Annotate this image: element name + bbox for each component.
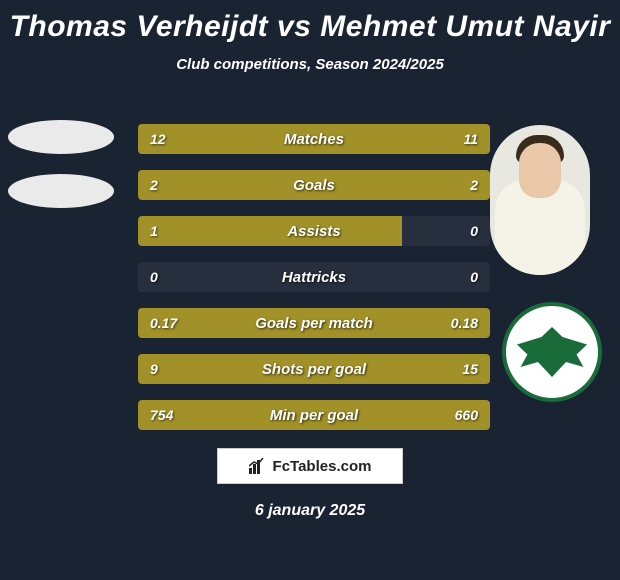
stat-row-min-per-goal: 754 Min per goal 660 <box>138 400 490 430</box>
bar-left <box>138 170 314 200</box>
player-right-avatar <box>490 125 590 275</box>
stat-value-right: 2 <box>470 177 478 193</box>
bar-left <box>138 354 272 384</box>
stat-row-goals-per-match: 0.17 Goals per match 0.18 <box>138 308 490 338</box>
stat-label: Matches <box>284 131 344 148</box>
stat-value-left: 12 <box>150 131 166 147</box>
eagle-icon <box>517 327 587 377</box>
stat-row-hattricks: 0 Hattricks 0 <box>138 262 490 292</box>
stat-label: Goals per match <box>255 315 373 332</box>
branding-label: FcTables.com <box>273 458 372 475</box>
stat-value-left: 1 <box>150 223 158 239</box>
stat-value-right: 15 <box>462 361 478 377</box>
bar-right <box>314 170 490 200</box>
stat-label: Hattricks <box>282 269 346 286</box>
stat-label: Goals <box>293 177 335 194</box>
branding-badge[interactable]: FcTables.com <box>217 448 403 484</box>
page-subtitle: Club competitions, Season 2024/2025 <box>0 56 620 73</box>
stat-label: Assists <box>287 223 340 240</box>
stat-value-left: 0.17 <box>150 315 177 331</box>
bar-left <box>138 216 402 246</box>
stat-value-left: 2 <box>150 177 158 193</box>
stat-value-right: 660 <box>455 407 478 423</box>
stat-row-goals: 2 Goals 2 <box>138 170 490 200</box>
stat-row-matches: 12 Matches 11 <box>138 124 490 154</box>
stat-value-right: 0 <box>470 269 478 285</box>
stat-value-left: 0 <box>150 269 158 285</box>
stat-label: Shots per goal <box>262 361 366 378</box>
page-title: Thomas Verheijdt vs Mehmet Umut Nayir <box>0 0 620 44</box>
footer-date: 6 january 2025 <box>255 502 365 520</box>
avatar-placeholder-oval <box>8 120 114 154</box>
stat-label: Min per goal <box>270 407 358 424</box>
stats-container: 12 Matches 11 2 Goals 2 1 Assists 0 0 Ha… <box>138 124 490 446</box>
stat-value-left: 9 <box>150 361 158 377</box>
chart-icon <box>249 458 267 474</box>
stat-row-shots-per-goal: 9 Shots per goal 15 <box>138 354 490 384</box>
stat-value-left: 754 <box>150 407 173 423</box>
stat-value-right: 11 <box>463 131 478 147</box>
player-left-placeholder <box>8 120 114 228</box>
player-right-club-logo <box>502 302 602 402</box>
club-placeholder-oval <box>8 174 114 208</box>
stat-row-assists: 1 Assists 0 <box>138 216 490 246</box>
stat-value-right: 0 <box>470 223 478 239</box>
stat-value-right: 0.18 <box>451 315 478 331</box>
